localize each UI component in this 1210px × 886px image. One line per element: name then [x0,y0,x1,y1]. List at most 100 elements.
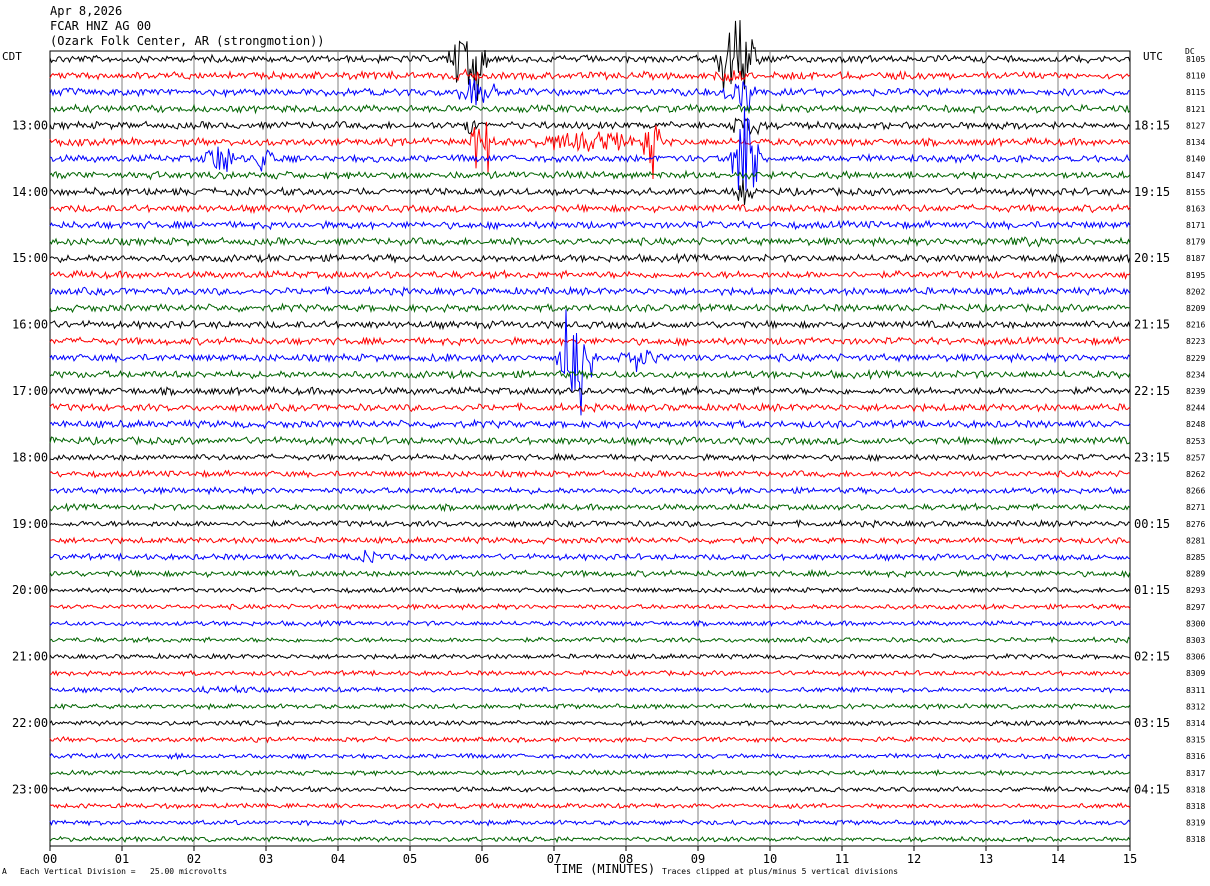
right-hour-label: 04:15 [1134,782,1170,796]
right-timezone-label: UTC [1143,50,1163,63]
dc-offset-value: 8318 [1186,835,1205,844]
dc-offset-value: 8257 [1186,453,1205,462]
left-timezone-label: CDT [2,50,22,63]
dc-offset-value: 8223 [1186,337,1205,346]
dc-offset-value: 8293 [1186,586,1205,595]
seismic-trace [49,818,1131,827]
trace-layer [49,20,1131,844]
dc-offset-value: 8318 [1186,785,1205,794]
scale-note: Each Vertical Division = 25.00 microvolt… [20,867,228,876]
x-tick-label: 07 [547,852,561,866]
x-tick-label: 03 [259,852,273,866]
dc-offset-value: 8134 [1186,138,1205,147]
seismic-trace [49,785,1131,794]
dc-offset-value: 8303 [1186,636,1205,645]
dc-offset-value: 8253 [1186,437,1205,446]
left-hour-label: 16:00 [12,318,48,332]
seismic-trace [49,652,1131,661]
seismic-trace [49,619,1131,628]
dc-offset-value: 8318 [1186,802,1205,811]
right-hour-label: 22:15 [1134,384,1170,398]
seismic-trace [49,117,1131,136]
x-tick-label: 04 [331,852,345,866]
left-hour-label: 15:00 [12,251,48,265]
plot-date: Apr 8,2026 [50,4,123,18]
seismic-trace [49,219,1131,231]
right-hour-label: 18:15 [1134,118,1170,132]
seismic-trace [49,236,1131,248]
dc-offset-value: 8140 [1186,155,1205,164]
seismic-trace [49,684,1131,694]
seismic-trace [49,549,1131,564]
seismic-trace [49,179,1131,205]
station-location: (Ozark Folk Center, AR (strongmotion)) [50,34,325,48]
seismic-trace [49,269,1131,281]
dc-offset-value: 8297 [1186,603,1205,612]
seismic-trace [49,319,1131,331]
dc-offset-value: 8248 [1186,420,1205,429]
dc-offset-value: 8266 [1186,487,1205,496]
seismic-trace [49,452,1131,463]
dc-offset-header: DC [1185,47,1195,56]
left-hour-label: 22:00 [12,716,48,730]
x-tick-label: 06 [475,852,489,866]
station-code: FCAR HNZ AG 00 [50,19,152,33]
right-hour-label: 03:15 [1134,716,1170,730]
dc-offset-value: 8105 [1186,55,1205,64]
seismic-trace [49,203,1131,215]
dc-offset-value: 8110 [1186,72,1205,81]
right-hour-label: 21:15 [1134,318,1170,332]
seismic-trace [49,586,1131,594]
dc-offset-value: 8281 [1186,536,1205,545]
plot-frame [49,50,1131,847]
dc-offset-value: 8285 [1186,553,1205,562]
seismic-trace [49,302,1131,314]
seismic-trace [49,518,1131,529]
dc-offset-value: 8195 [1186,271,1205,280]
dc-offset-value: 8271 [1186,503,1205,512]
seismic-trace [49,485,1131,496]
seismic-trace [49,385,1131,397]
seismic-trace [49,285,1131,297]
left-hour-label: 17:00 [12,384,48,398]
right-hour-label: 20:15 [1134,251,1170,265]
dc-offset-value: 8312 [1186,702,1205,711]
seismic-trace [49,568,1131,579]
x-tick-label: 05 [403,852,417,866]
dc-offset-value: 8234 [1186,370,1205,379]
x-tick-label: 09 [691,852,705,866]
x-tick-label: 01 [115,852,129,866]
seismic-trace [49,79,1131,112]
dc-offset-value: 8306 [1186,653,1205,662]
left-hour-label: 21:00 [12,650,48,664]
x-tick-label: 11 [835,852,849,866]
x-tick-label: 10 [763,852,777,866]
seismic-trace [49,669,1131,677]
left-hour-label: 18:00 [12,450,48,464]
left-hour-label: 14:00 [12,185,48,199]
dc-offset-value: 8121 [1186,105,1205,114]
dc-offset-value: 8209 [1186,304,1205,313]
right-hour-label: 19:15 [1134,185,1170,199]
seismic-trace [49,418,1131,430]
dc-offset-value: 8115 [1186,88,1205,97]
seismic-trace [49,309,1131,416]
clip-note: Traces clipped at plus/minus 5 vertical … [662,867,899,876]
dc-offset-value: 8276 [1186,520,1205,529]
x-tick-label: 08 [619,852,633,866]
dc-offset-value: 8187 [1186,254,1205,263]
dc-offset-value: 8244 [1186,404,1205,413]
seismic-trace [49,802,1131,810]
dc-offset-value: 8311 [1186,686,1205,695]
dc-offset-value: 8155 [1186,188,1205,197]
plot-grid [49,50,1131,851]
seismic-trace [49,401,1131,414]
seismic-trace [49,735,1131,744]
right-hour-label: 02:15 [1134,650,1170,664]
seismic-trace [50,535,1131,545]
dc-offset-value: 8179 [1186,238,1205,247]
x-tick-label: 14 [1051,852,1065,866]
dc-offset-value: 8127 [1186,121,1205,130]
dc-offset-value: 8163 [1186,204,1205,213]
seismic-trace [49,252,1131,264]
